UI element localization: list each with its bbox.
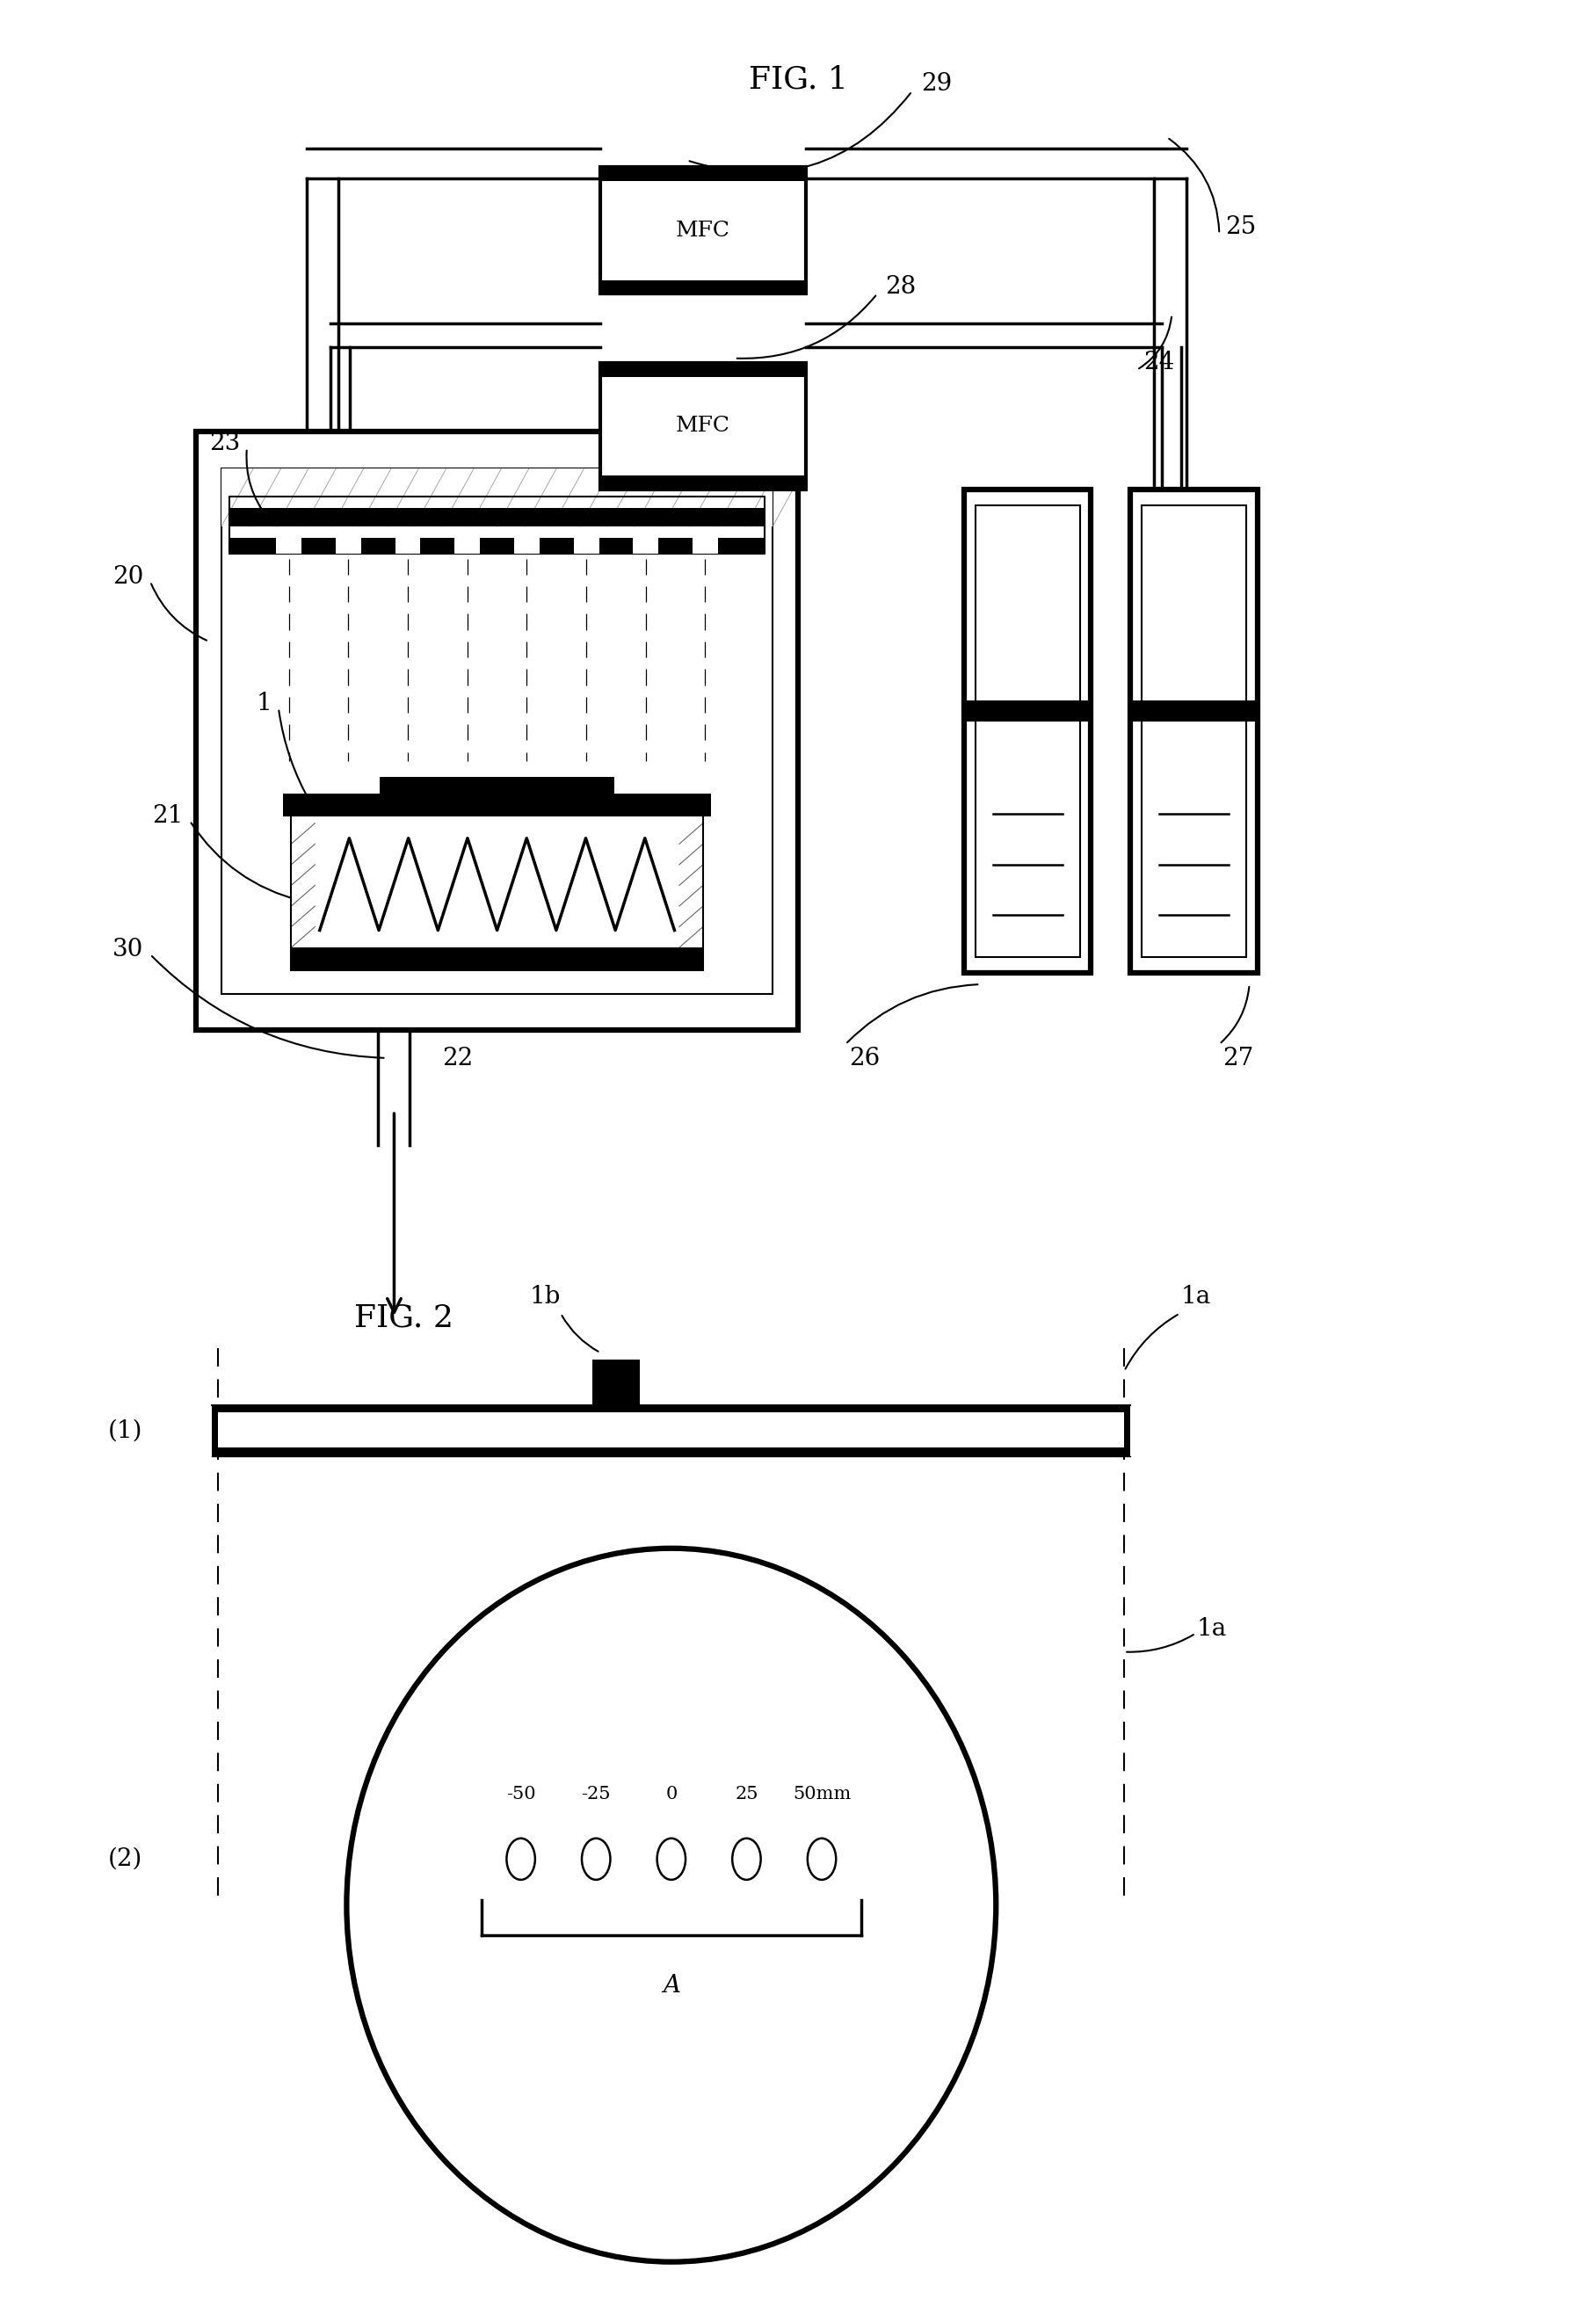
- Text: 22: 22: [442, 1046, 472, 1071]
- Bar: [964, 701, 1092, 722]
- Bar: [290, 798, 702, 970]
- Text: 26: 26: [849, 1046, 879, 1071]
- Text: FIG. 1: FIG. 1: [749, 65, 847, 95]
- Text: 1: 1: [257, 692, 273, 715]
- Bar: [380, 778, 614, 794]
- Text: 28: 28: [886, 275, 916, 299]
- Bar: [600, 167, 806, 294]
- Bar: [290, 946, 702, 970]
- Text: 0: 0: [666, 1786, 677, 1803]
- Bar: [1130, 491, 1258, 972]
- Bar: [219, 1412, 1124, 1446]
- Bar: [600, 477, 806, 491]
- Bar: [600, 363, 806, 491]
- Text: 25: 25: [734, 1786, 758, 1803]
- Bar: [693, 537, 718, 553]
- Circle shape: [506, 1837, 535, 1879]
- Bar: [1141, 504, 1246, 956]
- Bar: [335, 537, 361, 553]
- Bar: [600, 363, 806, 377]
- Text: 23: 23: [209, 433, 241, 456]
- Bar: [290, 794, 702, 817]
- Bar: [592, 1361, 640, 1405]
- Text: A: A: [662, 1974, 680, 1997]
- Bar: [455, 537, 480, 553]
- Text: MFC: MFC: [675, 417, 731, 437]
- Circle shape: [733, 1837, 761, 1879]
- Bar: [212, 1405, 1130, 1456]
- Text: 20: 20: [113, 565, 144, 588]
- Bar: [573, 537, 598, 553]
- Text: 24: 24: [1143, 352, 1175, 375]
- Bar: [196, 433, 798, 1030]
- Text: 21: 21: [152, 805, 184, 828]
- Bar: [964, 491, 1092, 972]
- Text: 1a: 1a: [1197, 1617, 1226, 1641]
- Text: FIG. 2: FIG. 2: [354, 1303, 453, 1333]
- Text: 29: 29: [921, 72, 953, 97]
- Bar: [396, 537, 420, 553]
- Text: -50: -50: [506, 1786, 536, 1803]
- Circle shape: [658, 1837, 686, 1879]
- Bar: [634, 537, 659, 553]
- Bar: [222, 470, 772, 993]
- Text: 27: 27: [1223, 1046, 1253, 1071]
- Bar: [222, 470, 772, 525]
- Ellipse shape: [346, 1548, 996, 2261]
- Bar: [282, 794, 710, 817]
- Bar: [600, 167, 806, 180]
- Circle shape: [583, 1837, 610, 1879]
- Text: -25: -25: [581, 1786, 611, 1803]
- Bar: [276, 537, 302, 553]
- Text: 50mm: 50mm: [793, 1786, 851, 1803]
- Text: 1a: 1a: [1181, 1284, 1211, 1310]
- Circle shape: [808, 1837, 836, 1879]
- Text: 1b: 1b: [530, 1284, 560, 1310]
- Bar: [230, 498, 764, 553]
- Bar: [514, 537, 539, 553]
- Bar: [230, 507, 764, 525]
- Bar: [1130, 701, 1258, 722]
- Text: (1): (1): [107, 1418, 142, 1442]
- Bar: [975, 504, 1080, 956]
- Bar: [230, 537, 764, 553]
- Text: (2): (2): [107, 1847, 142, 1872]
- Text: 30: 30: [113, 937, 144, 963]
- Bar: [600, 280, 806, 294]
- Text: MFC: MFC: [675, 220, 731, 241]
- Text: 25: 25: [1226, 215, 1256, 238]
